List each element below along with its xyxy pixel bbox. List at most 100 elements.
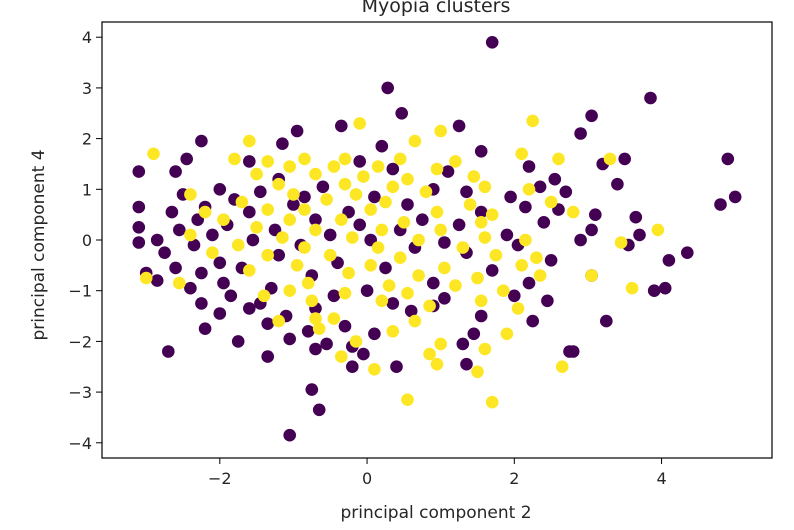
data-point-cluster-0 (386, 297, 400, 310)
data-point-cluster-0 (441, 165, 455, 178)
data-point-cluster-1 (474, 216, 488, 229)
data-point-cluster-1 (147, 147, 160, 161)
data-point-cluster-0 (217, 276, 230, 290)
data-point-cluster-0 (305, 383, 319, 396)
data-point-cluster-1 (485, 208, 499, 221)
data-point-cluster-1 (335, 213, 348, 226)
data-point-cluster-0 (150, 233, 164, 247)
data-point-cluster-1 (467, 170, 481, 183)
data-point-cluster-0 (548, 172, 562, 186)
data-point-cluster-1 (386, 325, 400, 338)
data-point-cluster-0 (184, 281, 197, 295)
data-point-cluster-0 (132, 200, 146, 214)
data-point-cluster-0 (504, 190, 517, 204)
data-point-cluster-0 (574, 127, 587, 140)
data-point-cluster-1 (309, 312, 322, 325)
data-point-cluster-1 (320, 193, 333, 206)
data-point-cluster-0 (243, 302, 256, 315)
data-point-cluster-1 (173, 276, 186, 290)
data-point-cluster-1 (327, 160, 341, 173)
data-point-cluster-1 (346, 231, 359, 244)
data-point-cluster-1 (338, 286, 352, 300)
data-point-cluster-0 (195, 297, 208, 310)
data-point-cluster-1 (342, 266, 355, 280)
data-point-cluster-0 (158, 246, 171, 259)
y-tick-label: −2 (68, 332, 92, 351)
data-point-cluster-1 (250, 167, 263, 181)
data-point-cluster-1 (301, 276, 315, 290)
data-point-cluster-1 (371, 160, 385, 173)
data-point-cluster-0 (375, 139, 389, 153)
chart-title: Myopia clusters (362, 0, 511, 17)
data-point-cluster-0 (662, 253, 676, 267)
data-point-cluster-0 (563, 345, 576, 358)
data-point-cluster-0 (346, 360, 359, 374)
data-point-cluster-0 (438, 292, 451, 305)
data-point-cluster-0 (633, 228, 646, 242)
data-point-cluster-0 (360, 284, 374, 298)
data-point-cluster-0 (198, 322, 212, 336)
y-tick-label: 2 (82, 130, 92, 149)
data-point-cluster-0 (658, 281, 672, 295)
data-point-cluster-1 (614, 236, 628, 249)
data-point-cluster-0 (390, 360, 403, 374)
data-point-cluster-1 (298, 241, 311, 254)
data-point-cluster-1 (287, 188, 300, 201)
data-point-cluster-0 (132, 165, 146, 178)
data-point-cluster-1 (371, 241, 385, 254)
data-point-cluster-1 (434, 223, 448, 237)
data-point-cluster-1 (585, 269, 598, 282)
data-point-cluster-0 (283, 332, 297, 346)
data-point-cluster-1 (438, 261, 451, 275)
data-point-cluster-0 (541, 294, 554, 308)
data-point-cluster-1 (283, 284, 297, 298)
data-point-cluster-0 (456, 337, 470, 351)
data-point-cluster-0 (309, 342, 322, 356)
data-point-cluster-1 (364, 203, 378, 216)
data-point-cluster-1 (243, 264, 256, 277)
data-point-cluster-1 (386, 180, 400, 194)
data-point-cluster-0 (438, 236, 451, 249)
x-tick-label: 4 (656, 469, 666, 488)
data-point-cluster-1 (364, 259, 378, 272)
data-point-cluster-1 (217, 213, 230, 226)
data-point-cluster-1 (489, 248, 503, 262)
data-point-cluster-1 (651, 223, 665, 237)
data-point-cluster-1 (198, 205, 212, 219)
data-point-cluster-0 (618, 152, 631, 166)
data-point-cluster-0 (243, 155, 256, 168)
data-point-cluster-0 (522, 276, 536, 290)
data-point-cluster-0 (526, 314, 539, 328)
data-point-cluster-0 (381, 81, 395, 95)
data-point-cluster-1 (423, 347, 436, 361)
data-point-cluster-0 (231, 335, 245, 348)
data-point-cluster-1 (243, 134, 256, 148)
data-point-cluster-1 (449, 155, 462, 168)
data-point-cluster-0 (316, 180, 330, 194)
data-point-cluster-0 (485, 264, 499, 277)
data-point-cluster-1 (485, 395, 499, 409)
data-point-cluster-0 (474, 309, 488, 323)
data-point-cluster-1 (478, 180, 492, 194)
data-point-cluster-1 (544, 195, 558, 209)
data-point-cluster-1 (309, 223, 322, 237)
data-point-cluster-1 (412, 233, 425, 247)
data-point-cluster-0 (301, 325, 315, 338)
data-point-cluster-0 (485, 36, 499, 49)
data-point-cluster-0 (395, 107, 409, 120)
data-point-cluster-0 (195, 134, 208, 148)
data-point-cluster-1 (526, 114, 539, 128)
data-point-cluster-0 (261, 317, 275, 331)
data-point-cluster-0 (338, 319, 352, 333)
data-point-cluster-0 (246, 233, 260, 247)
data-point-cluster-0 (508, 289, 521, 303)
data-point-cluster-1 (515, 147, 528, 161)
data-point-cluster-1 (261, 155, 275, 168)
data-point-cluster-1 (430, 162, 444, 176)
data-point-cluster-1 (401, 393, 414, 407)
data-point-cluster-1 (283, 160, 297, 173)
y-tick-label: −4 (68, 434, 92, 453)
data-point-cluster-1 (357, 170, 370, 183)
y-tick-label: 4 (82, 28, 92, 47)
data-point-cluster-0 (644, 91, 657, 105)
